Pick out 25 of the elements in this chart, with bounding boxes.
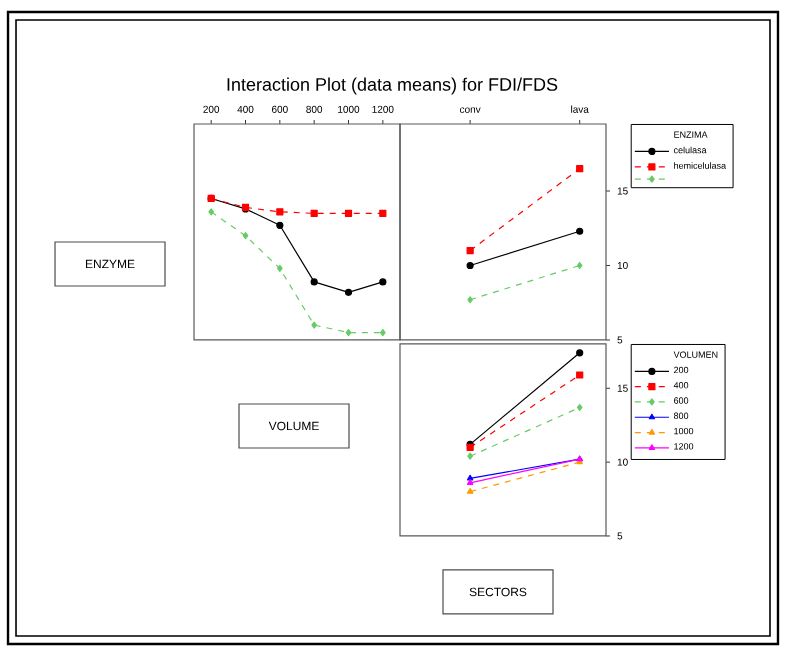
point <box>576 261 583 270</box>
point <box>276 264 283 273</box>
point <box>310 209 318 217</box>
point <box>344 288 353 296</box>
point <box>467 296 473 304</box>
point <box>466 261 474 270</box>
point <box>379 209 387 217</box>
point <box>344 209 353 217</box>
point <box>576 403 583 412</box>
point <box>467 452 473 460</box>
point <box>276 221 284 229</box>
point <box>576 371 584 379</box>
point <box>576 349 584 357</box>
point <box>379 328 386 337</box>
point <box>242 232 249 240</box>
chart-title: Interaction Plot (data means) for FDI/FDS <box>227 77 558 95</box>
point <box>311 321 318 329</box>
point <box>576 227 584 235</box>
point <box>379 278 387 286</box>
point <box>466 247 474 255</box>
point <box>345 328 352 337</box>
point <box>276 208 284 216</box>
point <box>208 208 215 216</box>
point <box>310 278 318 286</box>
point <box>576 165 584 173</box>
